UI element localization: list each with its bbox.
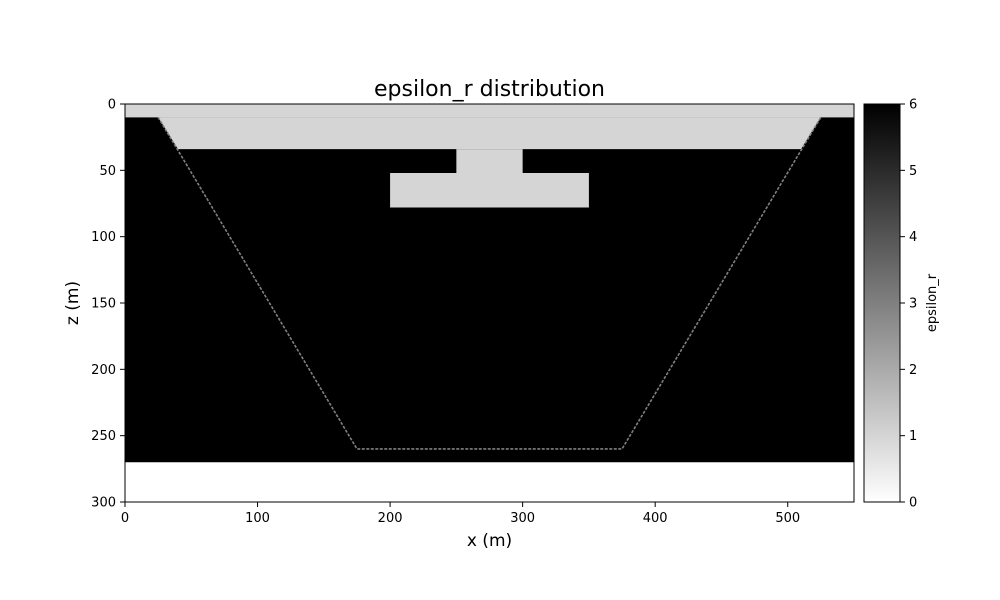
colorbar-tick-label: 0	[909, 496, 917, 511]
y-tick-label: 0	[108, 98, 116, 113]
y-tick-label: 100	[91, 230, 116, 245]
x-tick-label: 200	[378, 511, 403, 526]
region-t-crossbar	[390, 172, 589, 208]
region-trench-top-band	[158, 117, 821, 150]
colorbar-tick-label: 4	[909, 230, 917, 245]
x-axis-ticks: 0 100 200 300 400 500	[121, 502, 800, 526]
x-tick-label: 0	[121, 511, 129, 526]
y-tick-label: 250	[91, 429, 116, 444]
y-tick-label: 300	[91, 496, 116, 511]
colorbar-tick-label: 3	[909, 297, 917, 312]
colorbar-tick-label: 1	[909, 429, 917, 444]
colorbar-tick-label: 5	[909, 164, 917, 179]
y-tick-label: 200	[91, 363, 116, 378]
trench-outline	[157, 116, 822, 450]
colorbar-ticks: 0 1 2 3 4 5 6	[900, 98, 917, 511]
x-tick-label: 500	[775, 511, 800, 526]
region-dielectric-body	[125, 117, 854, 463]
y-tick-label: 150	[91, 297, 116, 312]
y-axis-label: z (m)	[63, 281, 83, 325]
region-top-air-layer	[125, 104, 854, 118]
colorbar-label: epsilon_r	[925, 273, 940, 332]
colorbar-tick-label: 6	[909, 98, 917, 113]
y-tick-label: 50	[99, 164, 116, 179]
x-tick-label: 100	[245, 511, 270, 526]
trench-outline-line	[157, 116, 822, 450]
region-t-stem	[456, 149, 523, 173]
x-tick-label: 300	[510, 511, 535, 526]
colorbar-gradient	[863, 103, 901, 503]
colorbar: 0 1 2 3 4 5 6 epsilon_r	[863, 98, 940, 511]
heatmap-regions	[125, 104, 854, 502]
colorbar-tick-label: 2	[909, 363, 917, 378]
x-tick-label: 400	[643, 511, 668, 526]
chart-title: epsilon_r distribution	[374, 77, 605, 102]
plot-area	[124, 103, 855, 503]
x-axis-label: x (m)	[467, 531, 512, 551]
y-axis-ticks: 0 50 100 150 200 250 300	[91, 98, 125, 511]
